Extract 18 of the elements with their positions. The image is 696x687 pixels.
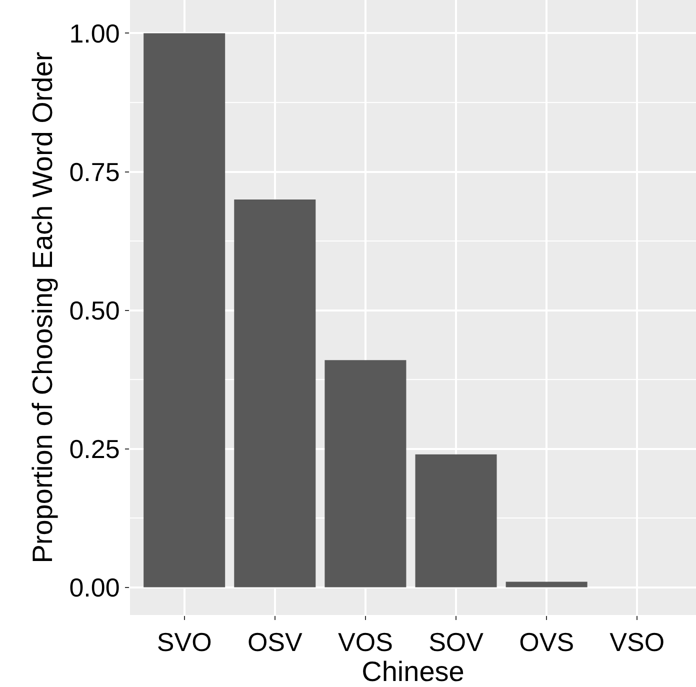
y-tick-label: 0.00 bbox=[69, 572, 120, 602]
x-tick-label: VOS bbox=[338, 627, 393, 658]
x-tick-label: VSO bbox=[610, 627, 665, 658]
bar bbox=[144, 33, 226, 588]
x-tick-label: SOV bbox=[428, 627, 484, 658]
y-tick-label: 1.00 bbox=[69, 18, 120, 48]
x-tick-label: OVS bbox=[519, 627, 574, 658]
x-tick-label: SVO bbox=[156, 627, 212, 658]
x-axis-title: Chinese bbox=[362, 656, 464, 687]
y-axis-title: Proportion of Choosing Each Word Order bbox=[26, 52, 58, 564]
bar bbox=[415, 454, 497, 588]
bar bbox=[324, 360, 406, 588]
y-tick-label: 0.75 bbox=[69, 156, 120, 187]
bar bbox=[506, 582, 588, 588]
y-tick-label: 0.50 bbox=[69, 295, 120, 326]
x-tick-label: OSV bbox=[247, 627, 304, 658]
y-tick-label: 0.25 bbox=[69, 434, 120, 464]
bar bbox=[234, 199, 316, 588]
